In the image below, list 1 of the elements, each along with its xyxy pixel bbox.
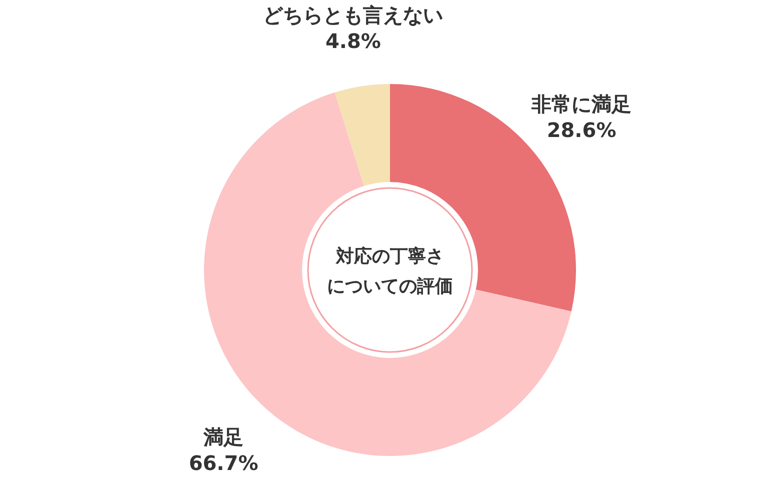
title: 対応の丁寧さについての評価: [327, 246, 453, 297]
